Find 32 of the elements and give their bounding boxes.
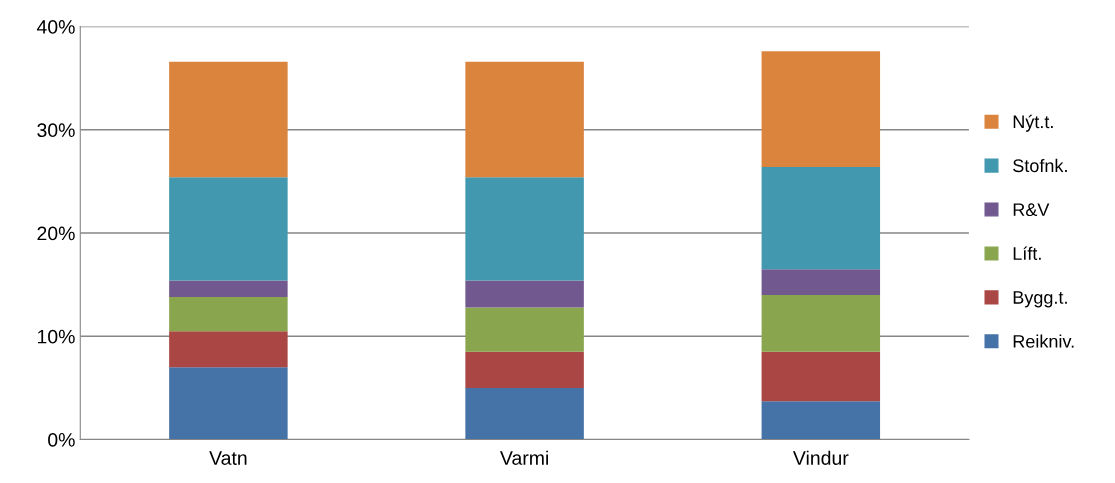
x-tick-label: Vindur <box>792 450 849 465</box>
legend-label: R&V <box>1013 203 1050 217</box>
bar <box>761 166 881 270</box>
legend-label: Reikniv. <box>1013 334 1074 348</box>
bar <box>169 297 288 332</box>
y-tick-label: 40% <box>36 20 75 34</box>
legend-label: Stofnk. <box>1013 158 1067 173</box>
bar <box>761 351 881 402</box>
legend-label: Nýt.t. <box>1013 114 1053 132</box>
bar <box>169 331 288 368</box>
bar <box>465 61 584 178</box>
legend-label: Bygg.t. <box>1013 291 1067 308</box>
y-tick-label: 0% <box>48 433 75 447</box>
bar <box>169 177 288 281</box>
x-tick-label: Vatn <box>209 451 247 465</box>
y-tick-label: 10% <box>37 329 75 344</box>
x-tick-label: Varmi <box>500 450 548 465</box>
y-tick-label: 30% <box>37 123 75 138</box>
bar <box>465 280 584 308</box>
bar <box>465 177 584 281</box>
bar <box>169 367 288 440</box>
bar <box>169 280 288 298</box>
bar <box>761 401 881 440</box>
legend-label: Líft. <box>1013 246 1041 260</box>
bar <box>169 61 288 178</box>
bar <box>761 269 881 295</box>
bar <box>761 294 881 352</box>
y-tick-label: 20% <box>37 226 75 241</box>
bar <box>465 307 584 352</box>
bar <box>761 51 881 167</box>
bar <box>465 387 584 440</box>
bar <box>465 351 584 388</box>
